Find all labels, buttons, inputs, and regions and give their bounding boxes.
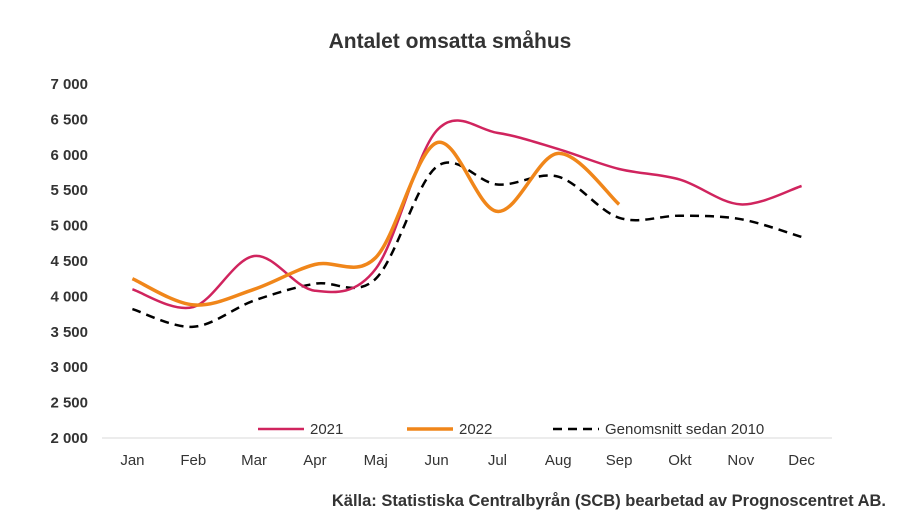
x-tick-label: Jan bbox=[120, 452, 144, 469]
y-axis: 2 000 2 500 3 000 3 500 4 000 4 500 5 000 5 500… bbox=[50, 76, 88, 447]
y-tick-label: 5 500 bbox=[50, 182, 88, 199]
y-tick-label: 6 000 bbox=[50, 147, 88, 164]
series-line-2022 bbox=[131, 140, 621, 307]
x-tick-label: Nov bbox=[727, 452, 754, 469]
series-lines bbox=[131, 119, 802, 329]
x-tick-label: Sep bbox=[606, 452, 633, 469]
legend-label: Genomsnitt sedan 2010 bbox=[605, 421, 764, 438]
y-tick-label: 5 000 bbox=[50, 218, 88, 235]
x-tick-label: Jul bbox=[488, 452, 507, 469]
x-tick-label: Okt bbox=[668, 452, 692, 469]
x-axis: Jan Feb Mar Apr Maj Jun Jul Aug Sep Okt Nov Dec bbox=[102, 437, 832, 469]
x-tick-label: Dec bbox=[788, 452, 815, 469]
y-tick-label: 3 000 bbox=[50, 359, 88, 376]
x-tick-label: Mar bbox=[241, 452, 267, 469]
x-tick-label: Apr bbox=[303, 452, 326, 469]
x-tick-label: Feb bbox=[180, 452, 206, 469]
y-tick-label: 7 000 bbox=[50, 76, 88, 93]
y-tick-label: 4 000 bbox=[50, 288, 88, 305]
y-tick-label: 3 500 bbox=[50, 324, 88, 341]
legend-label: 2021 bbox=[310, 421, 343, 438]
y-tick-label: 2 000 bbox=[50, 430, 88, 447]
chart-title: Antalet omsatta småhus bbox=[328, 30, 572, 53]
x-tick-label: Jun bbox=[424, 452, 448, 469]
y-tick-label: 4 500 bbox=[50, 253, 88, 270]
y-tick-label: 6 500 bbox=[50, 111, 88, 128]
series-line-average bbox=[132, 161, 802, 329]
y-tick-label: 2 500 bbox=[50, 395, 88, 412]
legend-label: 2022 bbox=[459, 421, 492, 438]
x-tick-label: Maj bbox=[364, 452, 388, 469]
source-note: Källa: Statistiska Centralbyrån (SCB) be… bbox=[331, 492, 886, 510]
x-tick-label: Aug bbox=[545, 452, 572, 469]
series-line-2021 bbox=[131, 119, 802, 310]
legend: 2021 2022 Genomsnitt sedan 2010 bbox=[258, 421, 764, 438]
